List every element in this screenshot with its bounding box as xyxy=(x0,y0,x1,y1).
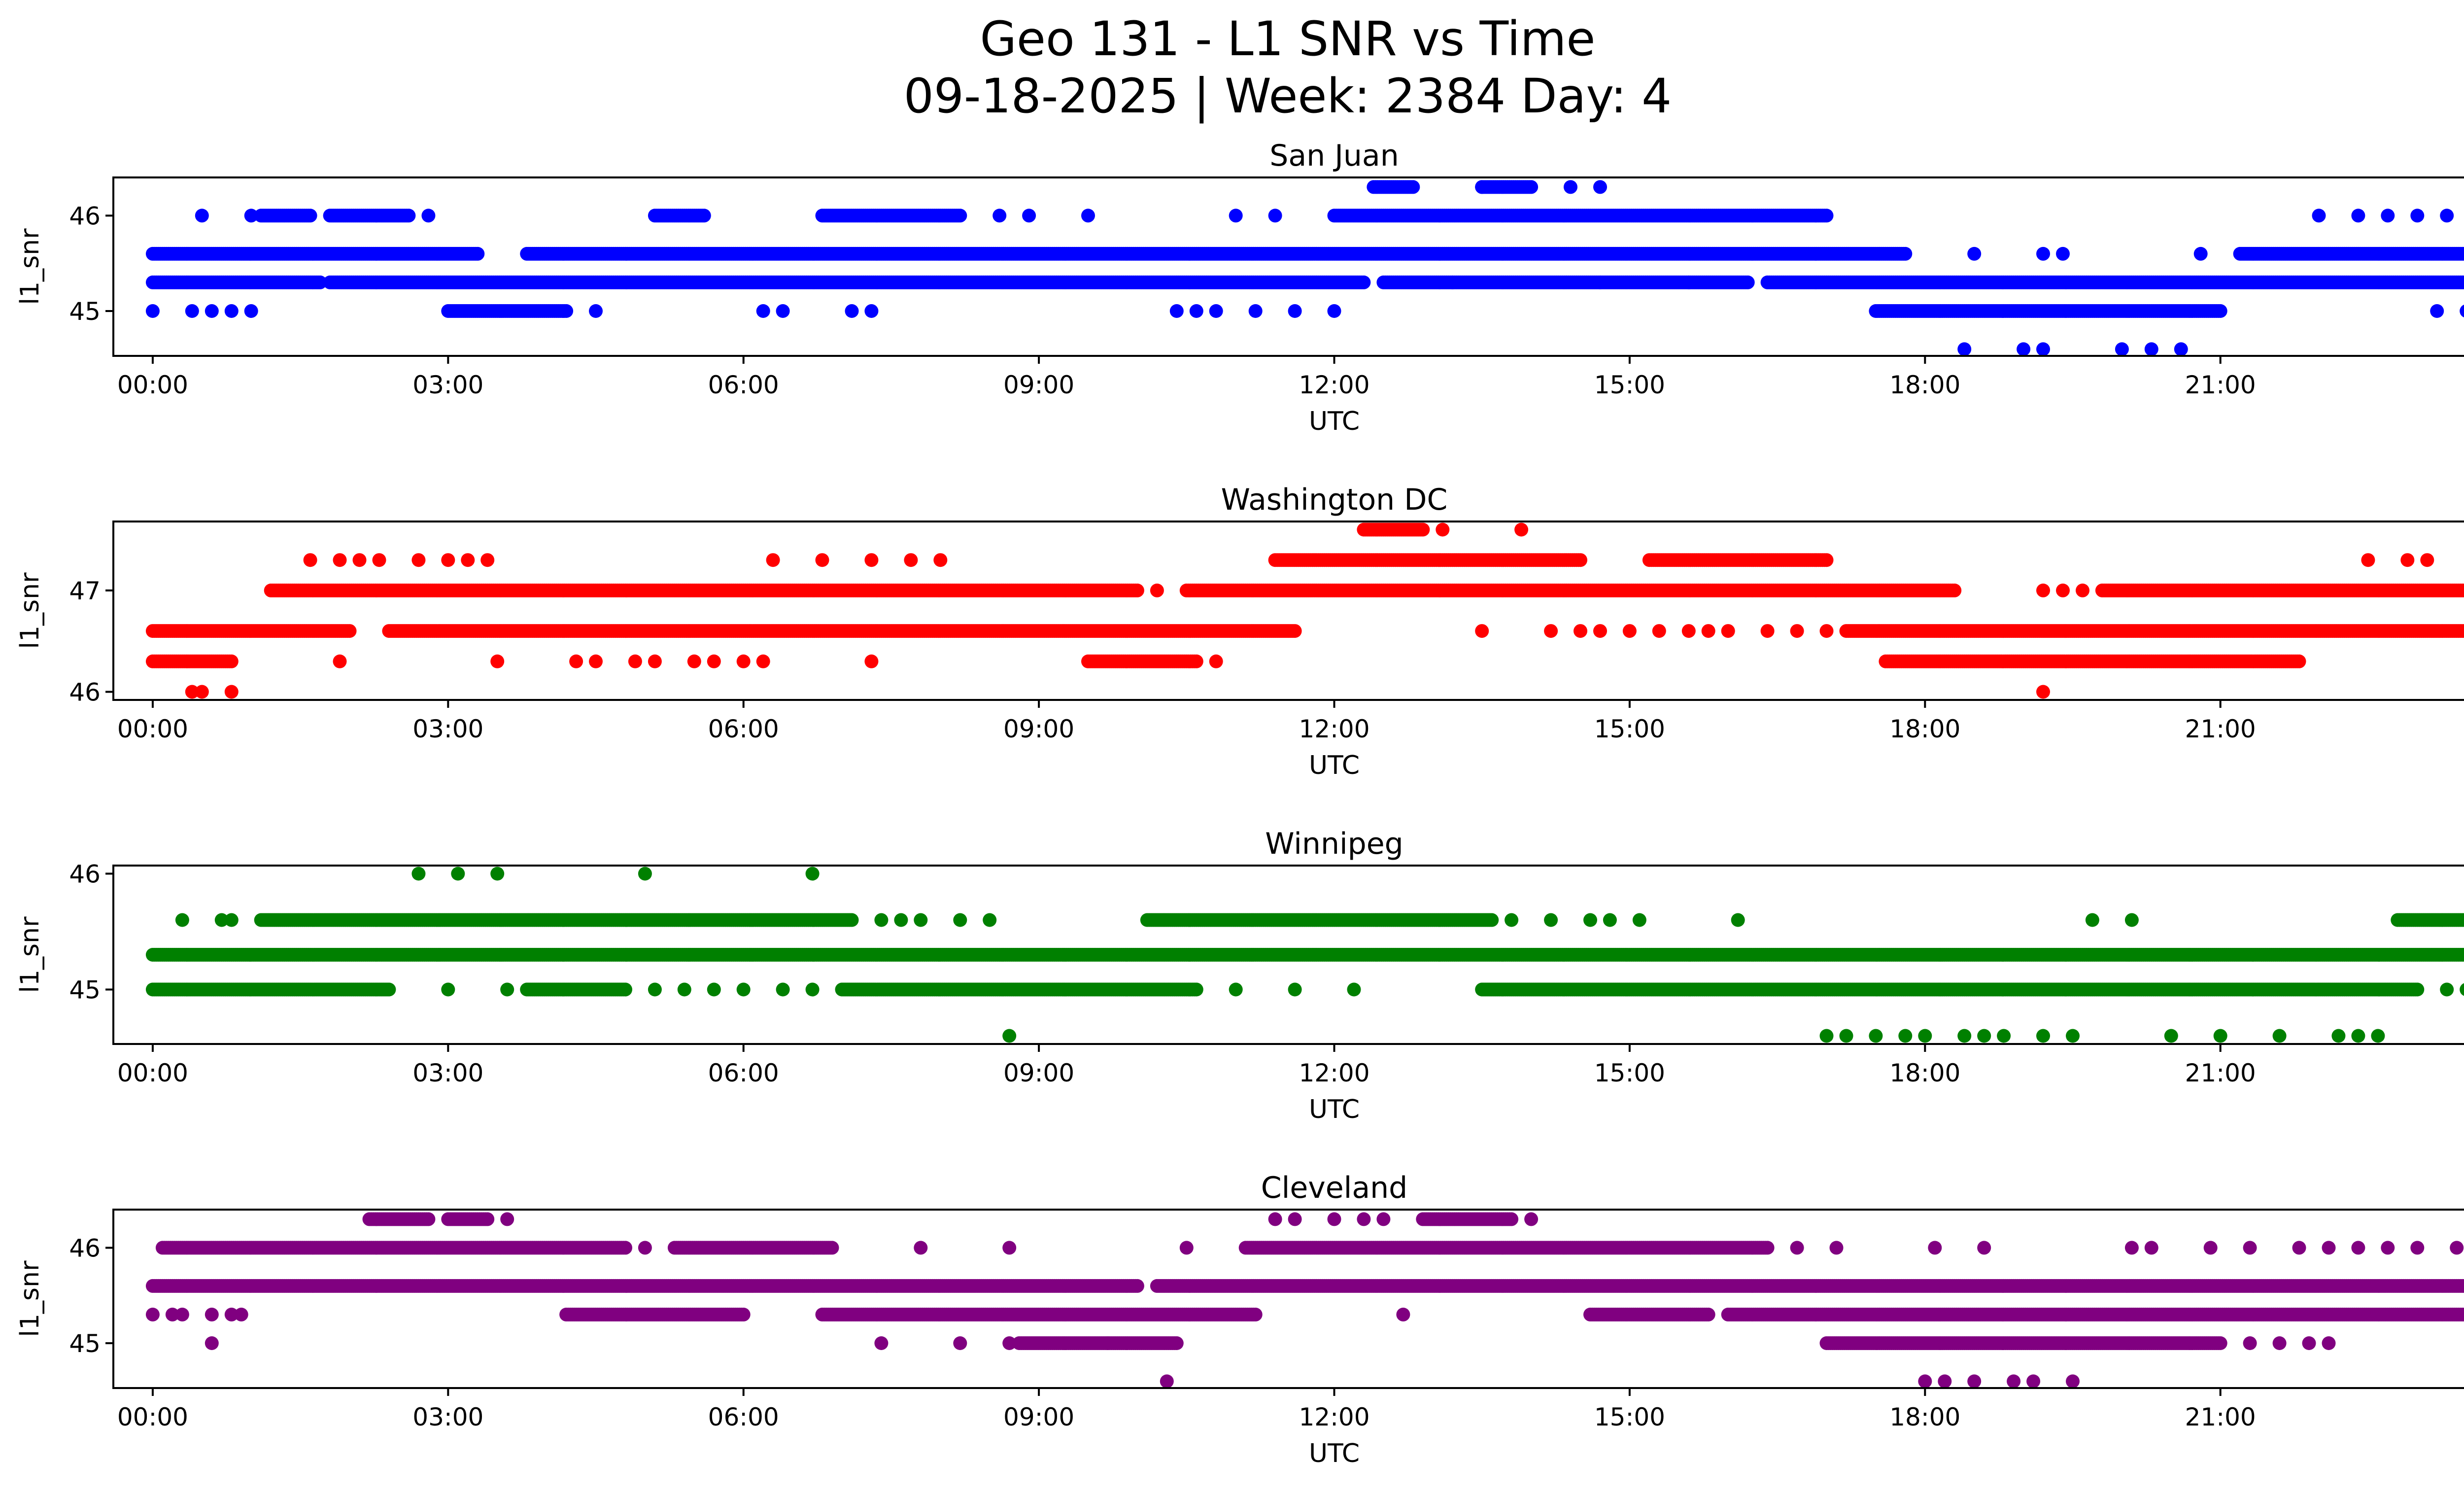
data-point xyxy=(1209,304,1223,318)
data-point xyxy=(1022,209,1036,223)
data-point xyxy=(1357,275,1371,289)
data-point xyxy=(1819,209,1834,223)
y-axis-label: l1_snr xyxy=(15,228,45,305)
data-points xyxy=(145,180,2464,356)
data-point xyxy=(864,304,879,318)
x-tick-label: 15:00 xyxy=(1594,371,1665,399)
y-tick-label: 46 xyxy=(69,202,101,230)
data-point xyxy=(421,209,436,223)
data-point xyxy=(195,209,209,223)
data-point xyxy=(2213,304,2227,318)
data-point xyxy=(1475,180,1489,194)
data-point xyxy=(1445,275,1460,289)
panel-san-juan: San Juan 00:00 03:00 06:00 09:00 12:00 15:00 18… xyxy=(15,139,2464,436)
data-point xyxy=(1524,180,1539,194)
figure-title-line2: 09-18-2025 | Week: 2384 Day: 4 xyxy=(904,69,1672,124)
subplot-title: San Juan xyxy=(1269,139,1399,173)
data-point xyxy=(471,246,485,261)
data-point xyxy=(145,304,160,318)
figure-title-line1: Geo 131 - L1 SNR vs Time xyxy=(980,11,1596,67)
data-point xyxy=(559,304,574,318)
data-point xyxy=(2017,342,2031,356)
data-point xyxy=(1967,246,1982,261)
data-point xyxy=(1681,275,1696,289)
data-point xyxy=(402,209,416,223)
data-point xyxy=(2410,209,2425,223)
data-point xyxy=(1081,209,1095,223)
data-point xyxy=(756,304,770,318)
x-tick-label: 18:00 xyxy=(1889,371,1960,399)
data-point xyxy=(1898,246,1913,261)
data-point xyxy=(244,209,258,223)
data-point xyxy=(2381,209,2395,223)
data-point xyxy=(2115,342,2129,356)
data-point xyxy=(1593,275,1607,289)
data-point xyxy=(1288,624,1302,638)
data-point xyxy=(2056,246,2070,261)
x-tick-label: 09:00 xyxy=(1003,371,1074,399)
x-tick-label: 21:00 xyxy=(2185,371,2256,399)
data-point xyxy=(2351,209,2365,223)
data-point xyxy=(697,209,711,223)
data-point xyxy=(1327,304,1341,318)
data-point xyxy=(845,304,859,318)
data-point xyxy=(1948,583,1962,597)
data-point xyxy=(303,209,317,223)
x-tick-label: 03:00 xyxy=(412,371,483,399)
data-point xyxy=(244,304,258,318)
data-point xyxy=(2174,342,2188,356)
data-point xyxy=(1130,583,1144,597)
data-point xyxy=(1593,180,1607,194)
data-point xyxy=(1268,209,1282,223)
data-point xyxy=(224,654,239,668)
data-point xyxy=(2193,246,2208,261)
data-point xyxy=(2440,209,2454,223)
x-tick-label: 00:00 xyxy=(117,371,188,399)
data-point xyxy=(342,624,357,638)
data-point xyxy=(1169,304,1184,318)
data-point xyxy=(2460,305,2464,317)
data-point xyxy=(992,209,1007,223)
data-point xyxy=(185,304,199,318)
x-axis-label: UTC xyxy=(1309,407,1360,436)
data-point xyxy=(205,304,219,318)
data-point xyxy=(1189,304,1203,318)
x-tick-label: 06:00 xyxy=(708,371,779,399)
data-point xyxy=(589,304,603,318)
data-point xyxy=(1229,209,1243,223)
y-tick-label: 45 xyxy=(69,297,101,326)
data-points xyxy=(145,522,2464,699)
data-point xyxy=(1957,342,1972,356)
data-point xyxy=(1564,180,1577,194)
plot-frame xyxy=(112,176,2464,357)
data-point xyxy=(2036,342,2050,356)
data-point xyxy=(2430,304,2444,318)
data-point xyxy=(1248,304,1263,318)
x-tick-label: 12:00 xyxy=(1299,371,1369,399)
data-point xyxy=(2312,209,2326,223)
data-point xyxy=(224,304,239,318)
data-point xyxy=(1288,304,1302,318)
data-point xyxy=(1406,180,1420,194)
data-point xyxy=(2144,342,2158,356)
data-point xyxy=(953,209,967,223)
data-point xyxy=(2036,246,2050,261)
data-point xyxy=(1741,275,1755,289)
subplot-title: Washington DC xyxy=(1221,483,1448,517)
data-point xyxy=(776,304,790,318)
